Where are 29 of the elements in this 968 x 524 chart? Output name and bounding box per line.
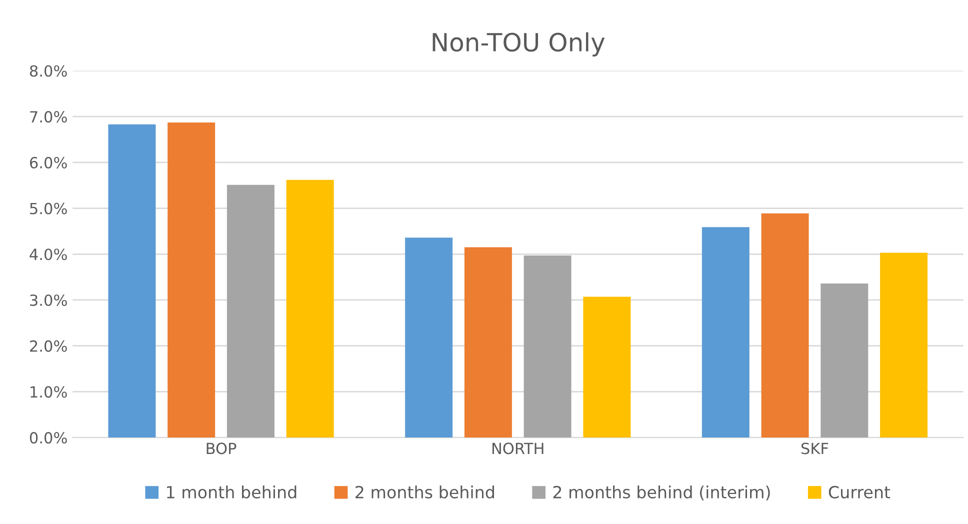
y-tick-label: 3.0% bbox=[30, 294, 67, 306]
y-tick-label: 2.0% bbox=[30, 340, 67, 352]
bar bbox=[524, 256, 572, 438]
legend-label: 2 months behind bbox=[356, 486, 494, 498]
y-tick-label: 0.0% bbox=[30, 432, 67, 444]
bar bbox=[880, 252, 928, 438]
y-tick-label: 8.0% bbox=[30, 65, 67, 77]
y-tick-label: 4.0% bbox=[30, 248, 67, 260]
bar bbox=[820, 283, 868, 438]
legend-label: Current bbox=[828, 486, 890, 498]
y-tick-label: 6.0% bbox=[30, 156, 67, 168]
bar bbox=[761, 213, 809, 438]
bar bbox=[108, 124, 156, 438]
x-tick-label: SKF bbox=[801, 442, 828, 454]
y-tick-label: 7.0% bbox=[30, 111, 67, 123]
bar bbox=[464, 247, 512, 438]
x-tick-label: NORTH bbox=[492, 442, 544, 454]
y-tick-label: 1.0% bbox=[30, 386, 67, 398]
bar bbox=[226, 184, 274, 438]
bar bbox=[286, 180, 334, 438]
bar bbox=[405, 238, 453, 438]
chart-title: Non-TOU Only bbox=[432, 32, 605, 56]
bar bbox=[168, 122, 216, 438]
legend-label: 1 month behind bbox=[167, 486, 296, 498]
y-tick-label: 5.0% bbox=[30, 202, 67, 214]
legend-label: 2 months behind (interim) bbox=[553, 486, 770, 500]
bar bbox=[583, 296, 631, 438]
bar bbox=[702, 227, 750, 438]
x-tick-label: BOP bbox=[206, 442, 236, 454]
